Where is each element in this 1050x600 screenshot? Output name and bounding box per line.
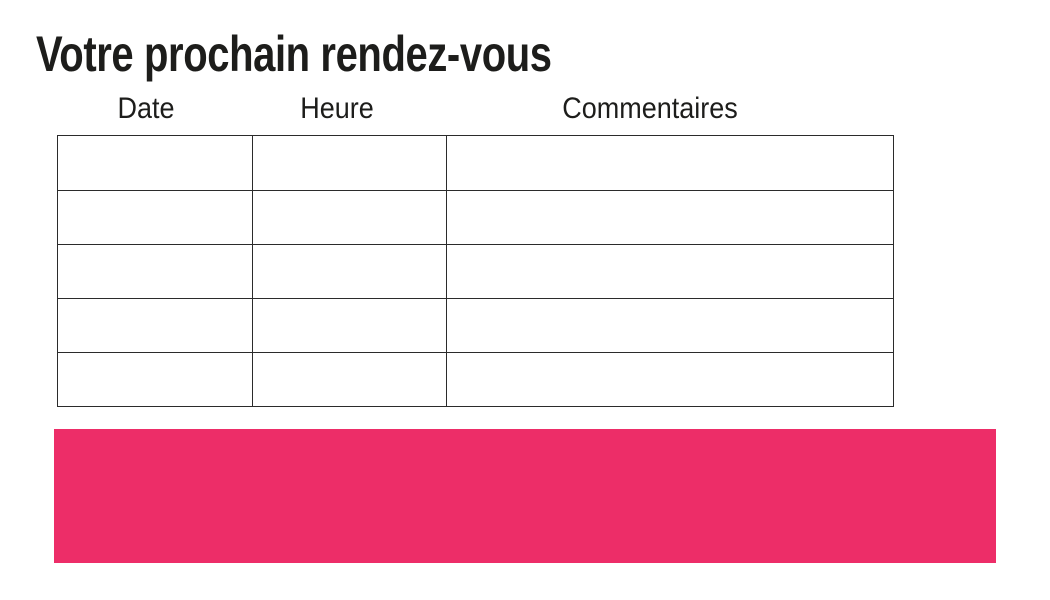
table-cell [58, 245, 252, 298]
table-cell [58, 299, 252, 352]
table-cell [252, 191, 446, 244]
table-row [58, 352, 893, 406]
table-cell [252, 353, 446, 406]
table-cell [252, 245, 446, 298]
column-header-heure: Heure [300, 92, 374, 125]
table-cell [58, 353, 252, 406]
table-row [58, 244, 893, 298]
table-cell [252, 299, 446, 352]
column-header-commentaires: Commentaires [562, 92, 738, 125]
table-cell [58, 191, 252, 244]
table-cell [446, 245, 893, 298]
table-cell [252, 136, 446, 190]
page-title: Votre prochain rendez-vous [36, 26, 552, 82]
table-cell [58, 136, 252, 190]
table-cell [446, 191, 893, 244]
column-header-date: Date [117, 92, 175, 125]
table-row [58, 136, 893, 190]
table-row [58, 190, 893, 244]
table-cell [446, 299, 893, 352]
accent-banner [54, 429, 996, 563]
table-cell [446, 353, 893, 406]
table-row [58, 298, 893, 352]
appointments-table [57, 135, 894, 407]
table-cell [446, 136, 893, 190]
